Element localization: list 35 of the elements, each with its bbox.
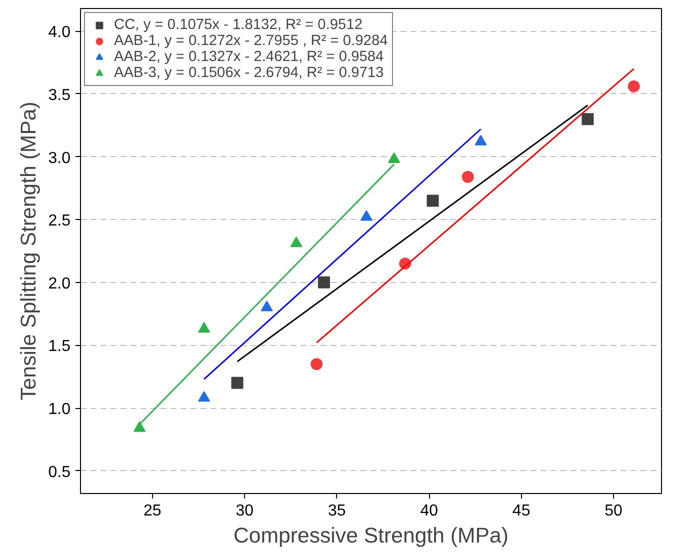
x-tick-label: 50 [604, 502, 623, 520]
point [290, 236, 302, 248]
x-tick-label: 35 [328, 502, 346, 520]
x-tick-label: 45 [512, 502, 530, 520]
y-tick-label: 3.5 [48, 86, 71, 104]
point [462, 170, 474, 183]
point [474, 134, 487, 146]
point [426, 194, 439, 207]
point [198, 322, 210, 333]
point [260, 300, 273, 312]
x-tick-label: 30 [236, 502, 254, 520]
y-tick-label: 3.0 [48, 150, 71, 167]
legend-label: AAB-3, y = 0.1506x - 2.6794, R² = 0.9713 [114, 65, 384, 81]
legend-label: AAB-2, y = 0.1327x - 2.4621, R² = 0.9584 [114, 49, 384, 65]
legend-label: CC, y = 0.1075x - 1.8132, R² = 0.9512 [114, 17, 362, 33]
point [628, 80, 640, 92]
point [388, 152, 400, 163]
point [134, 421, 146, 432]
y-tick-label: 0.5 [48, 464, 71, 481]
x-tick-label: 25 [144, 502, 162, 520]
y-tick-label: 1.5 [48, 338, 71, 356]
y-tick-label: 2.5 [48, 212, 71, 230]
point [582, 113, 594, 126]
y-axis-title: Tensile Splitting Strength (MPa) [16, 102, 40, 400]
point [198, 391, 210, 402]
point [318, 276, 330, 288]
x-tick-label: 40 [420, 502, 438, 520]
y-tick-label: 2.0 [48, 275, 71, 292]
point [310, 358, 323, 370]
x-axis-title: Compressive Strength (MPa) [234, 524, 509, 548]
point [360, 210, 372, 221]
point [231, 376, 244, 389]
y-tick-label: 1.0 [48, 401, 71, 418]
legend-label: AAB-1, y = 0.1272x - 2.7955 , R² = 0.9284 [114, 33, 388, 49]
y-tick-label: 4.0 [48, 24, 71, 42]
